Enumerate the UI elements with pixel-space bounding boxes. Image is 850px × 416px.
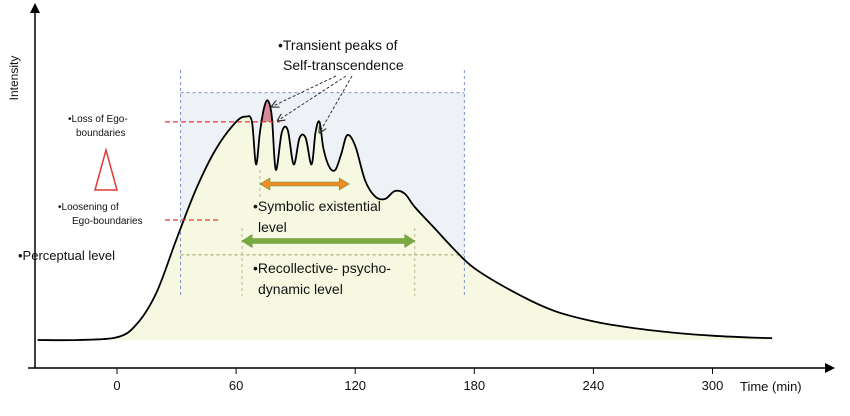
peak-pointers <box>272 75 353 133</box>
peak-pointer <box>278 75 347 121</box>
orange-arrow <box>259 177 350 191</box>
self-transcendence-label: Self-transcendence <box>283 57 404 73</box>
intensity-curve <box>37 99 773 342</box>
arrow-shape <box>241 233 416 249</box>
area-fill <box>37 100 773 341</box>
x-tick-label: 240 <box>583 378 605 393</box>
perceptual-level-label: •Perceptual level <box>18 248 115 263</box>
loss-of-ego-label: •Loss of Ego- <box>68 114 128 125</box>
x-tick-label: 60 <box>229 378 243 393</box>
peak-pointer <box>272 75 337 107</box>
symbolic-level-label-2: level <box>258 219 287 235</box>
x-ticks: 0 60 120 180 240 300 <box>113 368 723 393</box>
symbolic-level-label: •Symbolic existential <box>253 198 381 214</box>
green-arrow <box>241 233 416 249</box>
x-axis-label: Time (min) <box>740 379 802 394</box>
region-box <box>180 70 465 298</box>
arrow-shape <box>259 177 350 191</box>
loss-of-ego-label-2: boundaries <box>76 128 125 139</box>
recollective-level-label-2: dynamic level <box>258 281 343 297</box>
x-tick-label: 180 <box>463 378 485 393</box>
loosening-label: •Loosening of <box>58 202 119 213</box>
recollective-level-label: •Recollective- psycho- <box>253 260 391 276</box>
transient-peaks-label: •Transient peaks of <box>278 37 398 53</box>
loosening-label-2: Ego-boundaries <box>72 216 143 227</box>
y-axis-label: Intensity <box>7 56 21 101</box>
peak-pointer <box>320 75 353 133</box>
triangle-icon <box>94 147 118 191</box>
x-tick-label: 0 <box>113 378 120 393</box>
x-tick-label: 120 <box>344 378 366 393</box>
x-tick-label: 300 <box>702 378 724 393</box>
